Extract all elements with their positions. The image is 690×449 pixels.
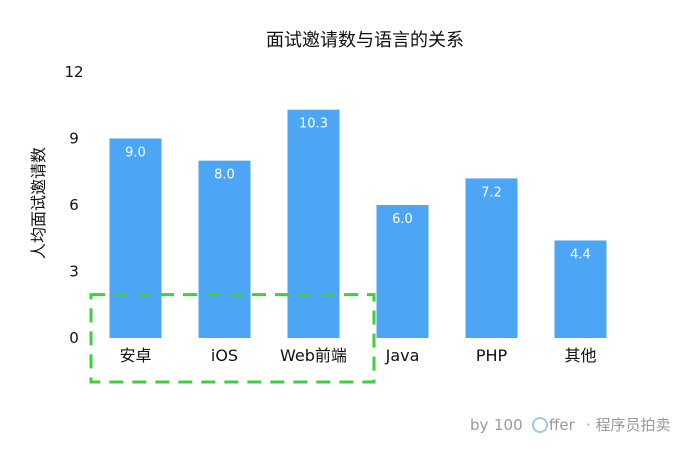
bar bbox=[109, 138, 162, 338]
watermark-brand-left: 100 bbox=[494, 416, 523, 434]
watermark: by 100 ffer · 程序员拍卖 bbox=[470, 416, 671, 434]
bar bbox=[376, 205, 429, 338]
y-axis-label: 人均面试邀请数 bbox=[29, 147, 48, 259]
watermark-brand-right: ffer bbox=[549, 416, 576, 434]
category-labels: 安卓 iOS Web前端 Java PHP 其他 bbox=[119, 346, 596, 365]
category-label: iOS bbox=[211, 346, 238, 365]
bar-value-label: 4.4 bbox=[570, 247, 591, 262]
bar bbox=[287, 109, 340, 338]
watermark-prefix: by bbox=[470, 416, 489, 434]
bar-value-label: 8.0 bbox=[214, 168, 235, 183]
highlight-dashed-box bbox=[89, 293, 376, 384]
category-label: 其他 bbox=[564, 346, 596, 365]
category-label: 安卓 bbox=[119, 346, 151, 365]
value-labels: 9.0 8.0 10.3 6.0 7.2 4.4 bbox=[125, 117, 591, 263]
brand-o-icon bbox=[532, 417, 548, 433]
y-axis-ticks: 0 3 6 9 12 bbox=[64, 63, 83, 347]
y-tick-label: 12 bbox=[64, 63, 83, 81]
bar-value-label: 7.2 bbox=[481, 185, 502, 200]
bar-value-label: 6.0 bbox=[392, 212, 413, 227]
y-tick-label: 6 bbox=[69, 196, 79, 214]
bar bbox=[198, 160, 251, 338]
chart-title: 面试邀请数与语言的关系 bbox=[266, 30, 464, 51]
y-tick-label: 0 bbox=[69, 329, 79, 347]
bar-value-label: 10.3 bbox=[299, 117, 328, 132]
bar-value-label: 9.0 bbox=[125, 146, 146, 161]
category-label: Java bbox=[385, 346, 420, 365]
bar bbox=[554, 240, 607, 338]
bars bbox=[109, 109, 607, 338]
bar bbox=[465, 178, 518, 338]
y-tick-label: 3 bbox=[69, 263, 79, 281]
category-label: Web前端 bbox=[280, 346, 347, 365]
y-tick-label: 9 bbox=[69, 130, 79, 148]
watermark-suffix: · 程序员拍卖 bbox=[586, 416, 671, 434]
category-label: PHP bbox=[476, 346, 508, 365]
